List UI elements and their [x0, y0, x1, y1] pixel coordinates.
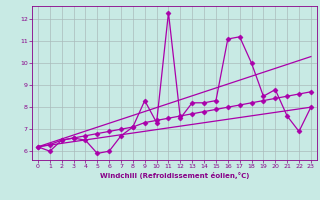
X-axis label: Windchill (Refroidissement éolien,°C): Windchill (Refroidissement éolien,°C) — [100, 172, 249, 179]
